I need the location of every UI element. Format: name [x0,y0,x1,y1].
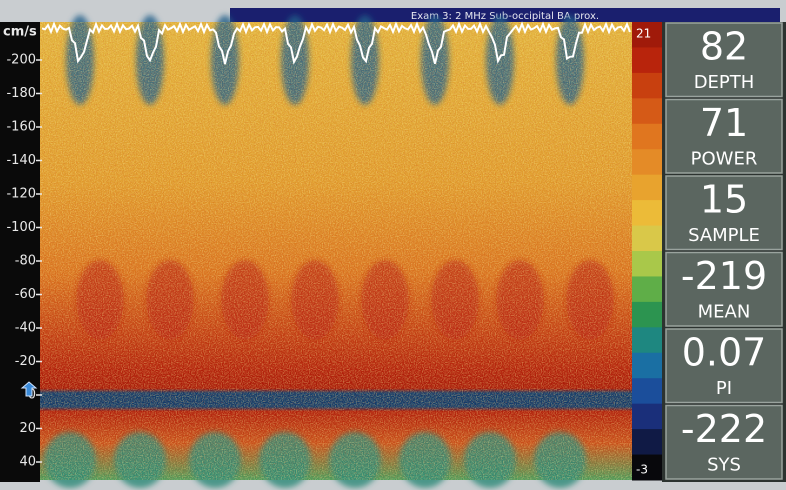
reading-label: MEAN [698,302,751,323]
color-step [632,175,662,201]
tick-label: -100 [6,220,36,235]
axis-unit: cm/s [3,25,37,40]
color-step [632,47,662,73]
reading-value: 82 [700,25,748,69]
tick-label: -140 [6,153,36,168]
reading-value: 0.07 [682,331,767,375]
tick-label: -40 [15,321,36,336]
reading-label: PI [716,378,732,399]
reading-value: 15 [700,178,748,222]
doppler-screen: Exam 3: 2 MHz Sub-occipital BA prox. cm/… [0,0,786,490]
color-step [632,378,662,404]
reading-label: SAMPLE [688,225,760,246]
reading-value: 71 [700,101,748,145]
tick-label: -200 [6,53,36,68]
color-step [632,353,662,379]
reading-value: -219 [681,254,767,298]
tick-label: -120 [6,187,36,202]
color-step [632,124,662,150]
color-step [632,73,662,99]
color-step [632,327,662,353]
reading-label: DEPTH [694,72,755,93]
readings-panel: 82 DEPTH 71 POWER 15 SAMPLE -219 MEAN 0.07 PI -222… [662,22,786,482]
color-step [632,276,662,302]
reading-label: POWER [691,149,758,170]
color-step [632,226,662,252]
tick-label: -160 [6,120,36,135]
spectrogram [40,15,632,488]
tick-label: 20 [19,421,36,436]
color-step [632,200,662,226]
color-step [632,98,662,124]
reading-label: SYS [707,455,741,476]
scale-max: 21 [636,27,651,41]
scale-min: -3 [636,463,648,477]
tick-label: -80 [15,254,36,269]
color-step [632,302,662,328]
page: Exam 3: 2 MHz Sub-occipital BA prox. cm/… [0,0,786,490]
color-bar [632,22,662,481]
speckle-dark [40,22,632,480]
tick-label: -20 [15,354,36,369]
reading-value: -222 [681,407,767,451]
tick-label: -180 [6,86,36,101]
color-step [632,251,662,277]
color-step [632,429,662,455]
color-step [632,149,662,175]
color-step [632,404,662,430]
tick-label: 40 [19,455,36,470]
tick-label: -60 [15,287,36,302]
